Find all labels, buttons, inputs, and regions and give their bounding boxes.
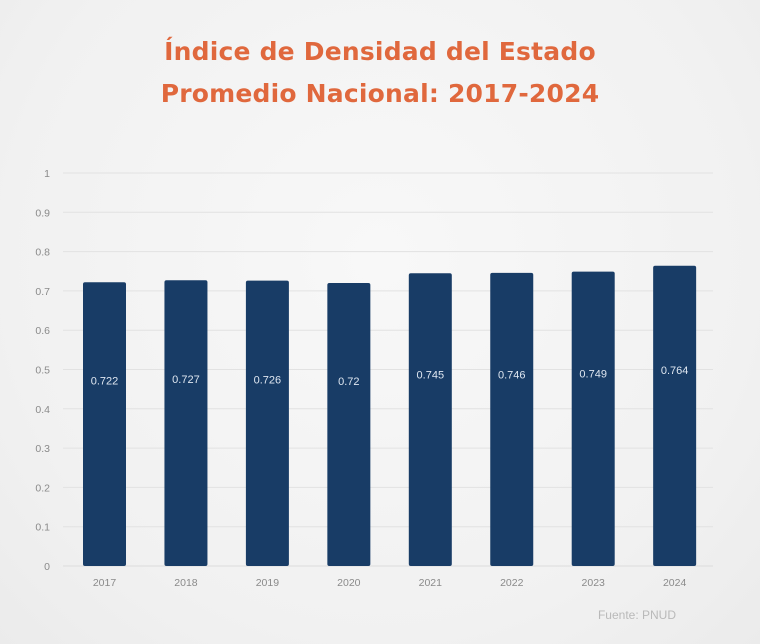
x-tick-label: 2021 bbox=[419, 577, 443, 589]
bar-2017 bbox=[83, 282, 126, 566]
data-label: 0.746 bbox=[498, 369, 526, 381]
gridlines bbox=[63, 172, 713, 567]
y-tick-label: 0.7 bbox=[35, 286, 50, 298]
x-tick-label: 2024 bbox=[663, 577, 687, 589]
data-labels: 0.722 0.727 0.726 0.72 0.745 0.746 0.749 0.764 bbox=[91, 365, 689, 388]
chart-title: Índice de Densidad del Estado bbox=[164, 37, 596, 66]
data-label: 0.749 bbox=[579, 369, 607, 381]
x-tick-label: 2017 bbox=[93, 577, 117, 589]
y-tick-label: 0.4 bbox=[35, 404, 50, 416]
bar-2020 bbox=[327, 283, 371, 566]
data-label: 0.726 bbox=[254, 374, 282, 386]
y-tick-label: 0.6 bbox=[35, 325, 50, 337]
y-tick-label: 0 bbox=[44, 561, 50, 573]
y-tick-label: 0.1 bbox=[35, 522, 50, 534]
y-axis-ticks: 0 0.1 0.2 0.3 0.4 0.5 0.6 0.7 0.8 0.9 1 bbox=[35, 168, 50, 573]
data-label: 0.722 bbox=[91, 375, 119, 387]
x-axis-ticks: 2017 2018 2019 2020 2021 2022 2023 2024 bbox=[93, 577, 687, 589]
y-tick-label: 0.5 bbox=[35, 365, 50, 377]
data-label: 0.745 bbox=[417, 370, 445, 382]
x-tick-label: 2020 bbox=[337, 577, 361, 589]
bar-2019 bbox=[245, 280, 289, 566]
source-note: Fuente: PNUD bbox=[597, 608, 676, 622]
data-label: 0.764 bbox=[661, 365, 689, 377]
x-tick-label: 2022 bbox=[500, 577, 524, 589]
bar-2022 bbox=[490, 272, 534, 566]
y-tick-label: 0.3 bbox=[35, 443, 50, 455]
bar-2023 bbox=[571, 271, 615, 566]
bar-2021 bbox=[408, 273, 452, 566]
data-label: 0.727 bbox=[172, 374, 200, 386]
y-tick-label: 0.8 bbox=[35, 247, 50, 259]
data-label: 0.72 bbox=[338, 376, 359, 388]
x-tick-label: 2019 bbox=[256, 577, 280, 589]
chart-subtitle: Promedio Nacional: 2017-2024 bbox=[160, 79, 600, 108]
y-tick-label: 0.9 bbox=[35, 207, 50, 219]
bar-2018 bbox=[164, 280, 208, 566]
y-tick-label: 1 bbox=[44, 168, 50, 180]
bars bbox=[83, 265, 697, 566]
bar-2024 bbox=[653, 265, 697, 566]
x-tick-label: 2023 bbox=[582, 577, 606, 589]
x-tick-label: 2018 bbox=[174, 577, 198, 589]
y-tick-label: 0.2 bbox=[35, 482, 50, 494]
